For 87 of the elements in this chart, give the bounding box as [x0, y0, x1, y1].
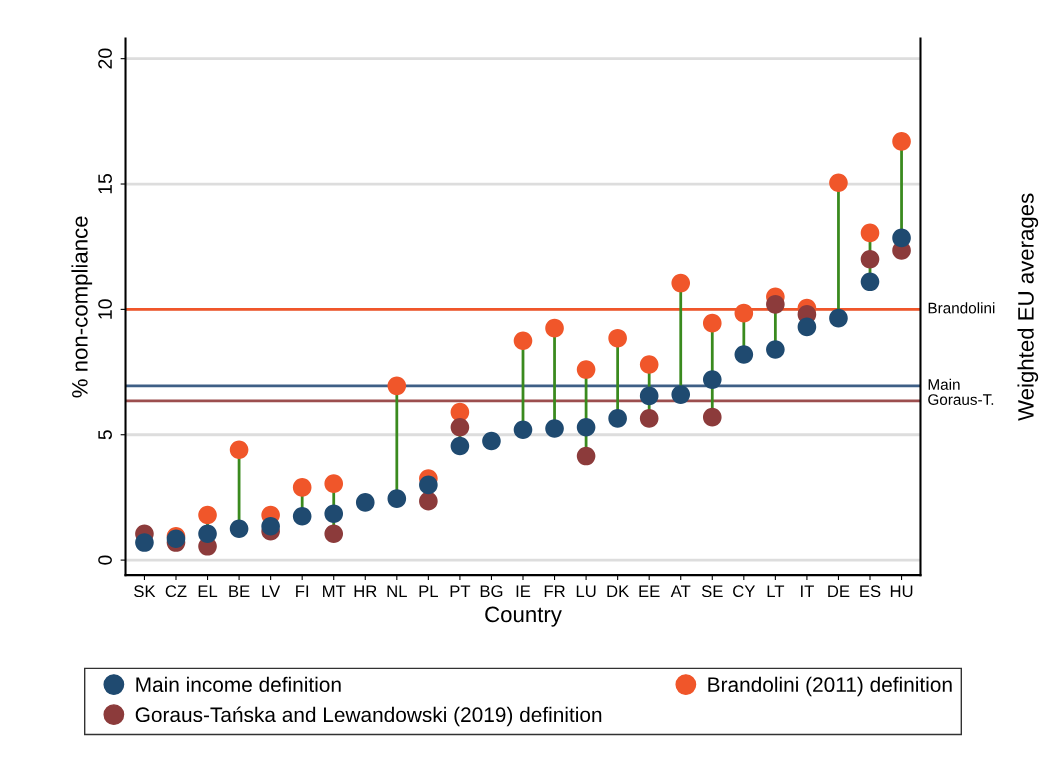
point: [135, 533, 154, 552]
ref-line-label: Goraus-T.: [928, 394, 994, 405]
point: [482, 431, 501, 451]
legend-label: Main income definition: [136, 676, 341, 693]
x-tick-label: CY: [733, 585, 756, 598]
point: [892, 228, 911, 248]
point: [702, 407, 722, 427]
x-tick-label: DE: [828, 585, 850, 597]
point: [198, 505, 217, 525]
point: [608, 328, 627, 348]
x-tick-label: BE: [229, 585, 250, 597]
point: [419, 475, 438, 495]
legend-label: Brandolini (2011) definition: [708, 676, 952, 697]
point: [860, 249, 880, 269]
point: [513, 331, 533, 351]
point: [734, 345, 754, 364]
point: [766, 340, 785, 359]
y-tick-label: 15: [98, 174, 112, 194]
x-tick-label: LV: [262, 585, 281, 597]
x-tick-label: LT: [767, 585, 785, 597]
point: [702, 313, 722, 333]
point: [261, 516, 280, 536]
point: [324, 524, 344, 544]
point: [387, 376, 407, 396]
point: [419, 491, 438, 511]
point: [829, 173, 848, 193]
y-tick-label: 20: [98, 48, 112, 69]
x-tick-label: SK: [134, 585, 156, 598]
x-tick-label: HU: [890, 585, 913, 598]
x-axis-title: Country: [485, 606, 562, 627]
point: [450, 436, 470, 456]
point: [292, 478, 312, 497]
point: [639, 355, 659, 374]
x-tick-label: AT: [670, 585, 691, 597]
x-tick-label: PL: [419, 585, 438, 597]
x-tick-label: HR: [354, 585, 377, 597]
x-tick-label: EL: [198, 585, 218, 597]
y-tick-label: 5: [98, 430, 112, 440]
point: [576, 446, 596, 466]
x-tick-label: SE: [701, 585, 723, 598]
point: [324, 504, 344, 524]
x-tick-label: CZ: [165, 585, 187, 598]
x-tick-label: MT: [323, 585, 346, 597]
ref-line-label: Brandolini: [928, 302, 995, 314]
point: [639, 409, 659, 428]
point: [639, 386, 659, 406]
point: [671, 385, 691, 404]
x-tick-label: ES: [860, 585, 881, 598]
point: [545, 318, 564, 338]
point: [324, 474, 344, 493]
point: [355, 493, 375, 512]
point: [860, 272, 880, 292]
point: [892, 132, 911, 151]
x-tick-label: BG: [480, 585, 503, 598]
x-tick-label: DK: [607, 585, 630, 597]
x-tick-label: EE: [639, 585, 660, 597]
point: [608, 409, 627, 428]
point: [545, 419, 564, 438]
point: [766, 295, 785, 314]
x-tick-label: NL: [387, 585, 407, 597]
point: [292, 506, 312, 526]
x-tick-label: FR: [544, 585, 565, 597]
point: [198, 524, 217, 544]
x-tick-label: IT: [801, 585, 814, 597]
point: [387, 489, 407, 508]
point: [229, 440, 249, 460]
point: [829, 308, 848, 328]
y-tick-label: 10: [98, 299, 112, 319]
point: [513, 420, 533, 440]
x-tick-label: PT: [450, 585, 471, 597]
x-tick-label: IE: [516, 585, 531, 597]
point: [576, 417, 596, 437]
point: [734, 303, 754, 323]
point: [860, 223, 880, 243]
point: [797, 317, 817, 337]
y2-axis-title: Weighted EU averages: [1017, 193, 1039, 421]
y-axis-title: % non-compliance: [71, 216, 93, 398]
x-tick-label: FI: [296, 585, 309, 597]
x-tick-label: LU: [576, 585, 596, 598]
y-tick-label: 0: [98, 555, 112, 565]
point: [450, 417, 470, 437]
point: [702, 370, 722, 389]
point: [576, 360, 596, 379]
ref-line-label: Main: [928, 378, 960, 390]
legend-label: Goraus-Tańska and Lewandowski (2019) definition: [135, 706, 602, 727]
point: [671, 273, 691, 293]
point: [229, 519, 249, 539]
